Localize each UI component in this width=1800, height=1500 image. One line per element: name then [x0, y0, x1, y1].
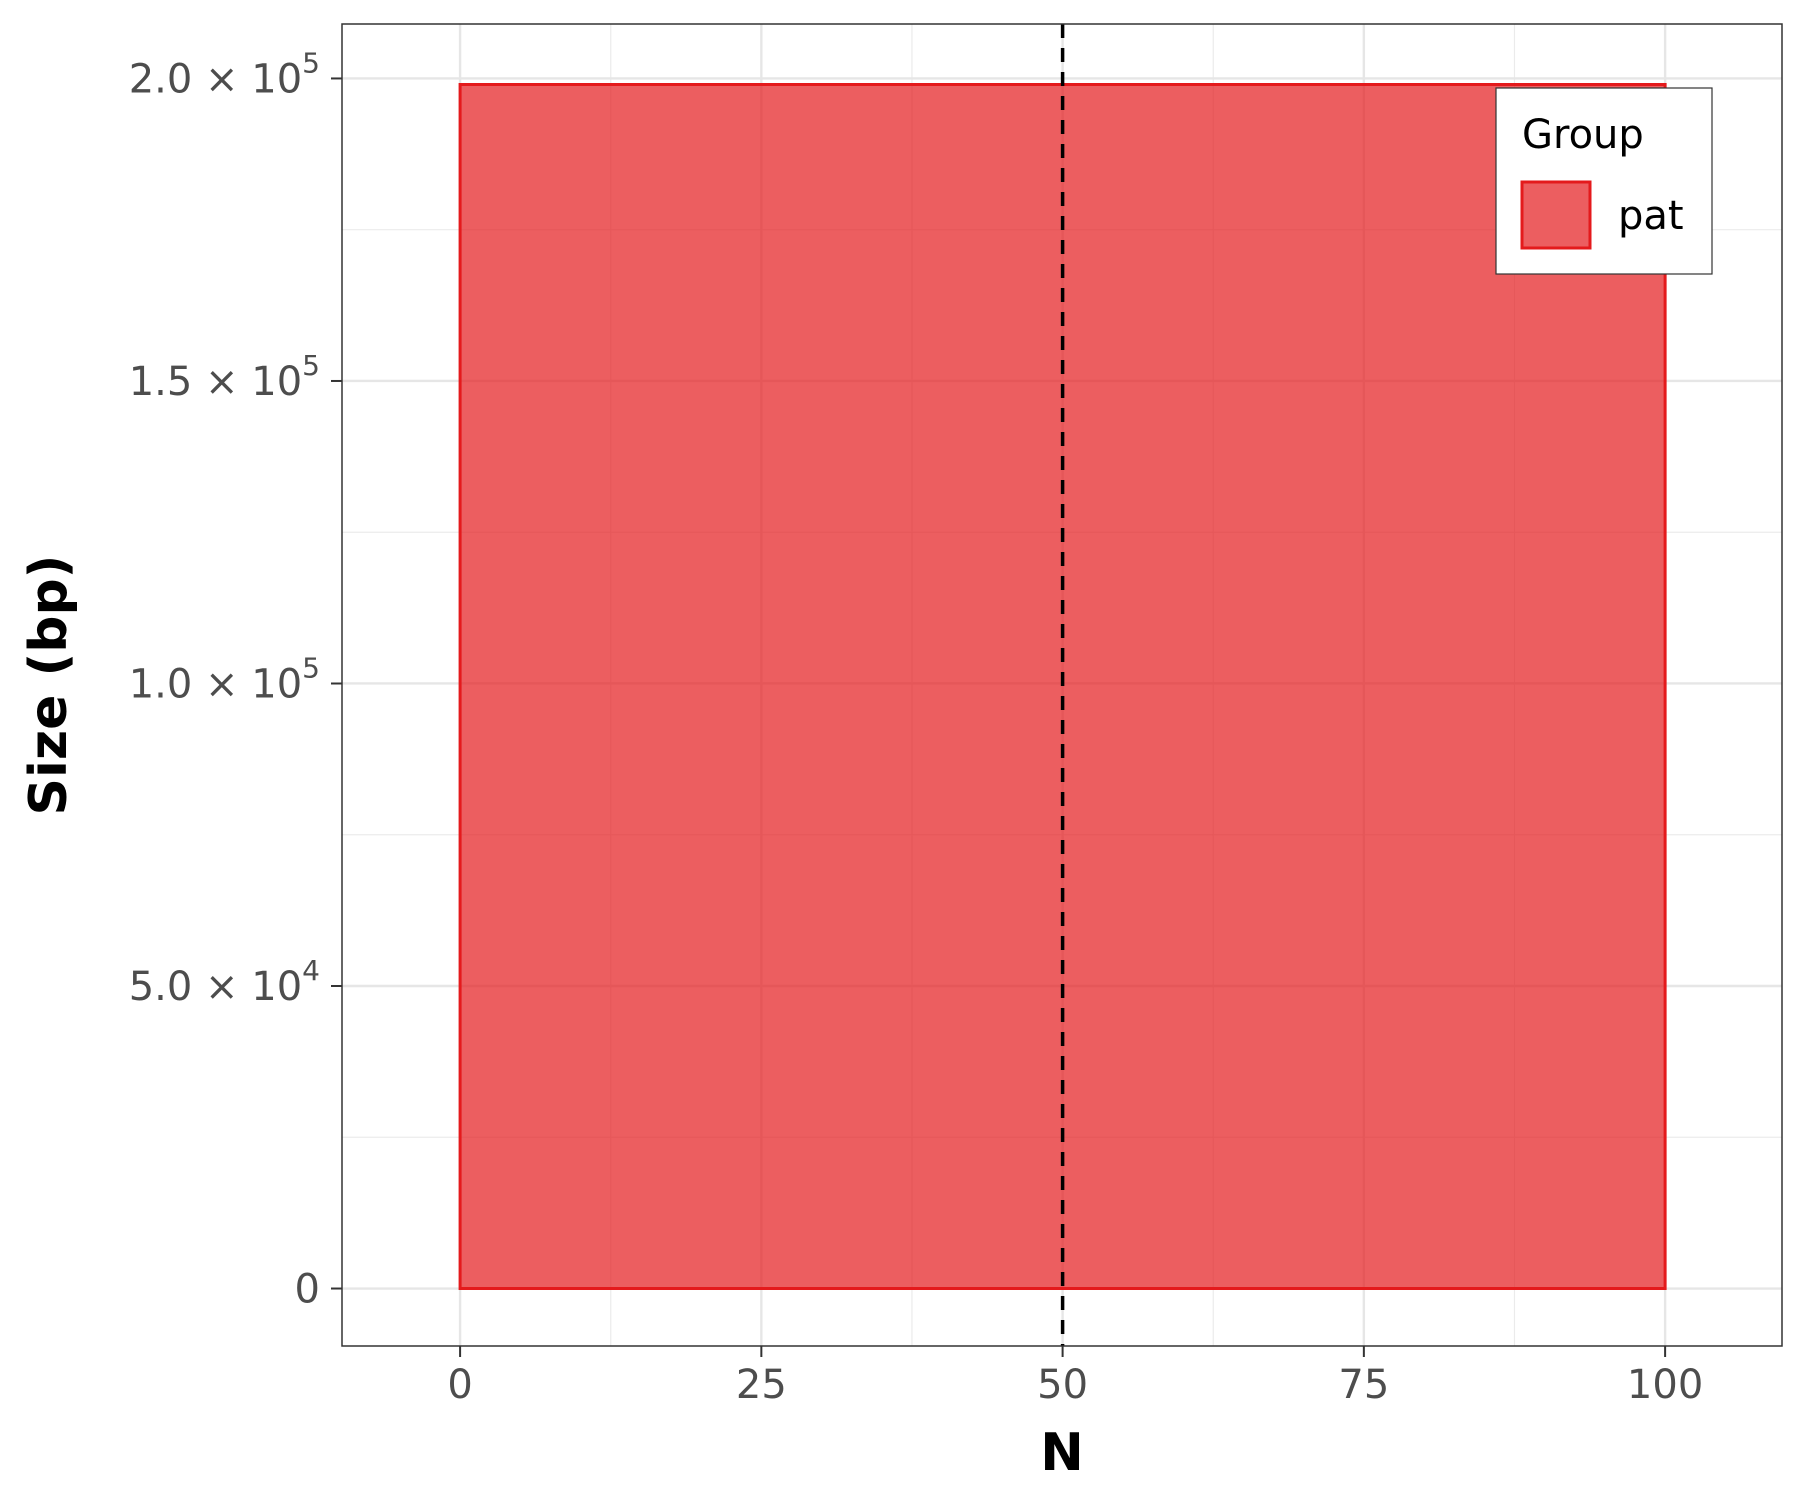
y-tick-mantissa: 1.0: [129, 661, 193, 707]
series-area-pat: [458, 83, 1667, 1291]
y-tick-exponent: 5: [302, 651, 320, 684]
x-tick-label: 75: [1338, 1362, 1389, 1408]
x-tick-label: 0: [447, 1362, 472, 1408]
y-axis-title: Size (bp): [19, 555, 79, 816]
y-tick-times: ×: [192, 661, 251, 707]
y-tick-mantissa: 2.0: [129, 56, 193, 102]
series-layer: [458, 83, 1667, 1291]
y-tick-times: ×: [192, 56, 251, 102]
x-tick-label: 100: [1627, 1362, 1703, 1408]
x-axis: 0 25 50 75 100: [447, 1346, 1703, 1408]
y-tick-times: ×: [192, 359, 251, 405]
y-tick-mantissa: 1.5: [129, 359, 193, 405]
y-tick-label: 5.0 × 104: [129, 954, 320, 1010]
y-tick-times: ×: [192, 964, 251, 1010]
x-tick-label: 25: [736, 1362, 787, 1408]
y-tick-label: 0: [295, 1267, 320, 1313]
y-tick-label: 2.0 × 105: [129, 46, 320, 102]
legend-key-pat: [1520, 180, 1592, 250]
legend-title: Group: [1522, 112, 1644, 158]
legend-label-pat: pat: [1618, 193, 1684, 239]
y-tick-label: 1.5 × 105: [129, 349, 320, 405]
y-tick-mantissa: 0: [295, 1267, 320, 1313]
y-tick-mantissa: 5.0: [129, 964, 193, 1010]
x-tick-label: 50: [1037, 1362, 1088, 1408]
y-tick-exponent: 5: [302, 46, 320, 79]
y-tick-base: 10: [251, 56, 302, 102]
y-tick-label: 1.0 × 105: [129, 651, 320, 707]
legend: Group pat: [1495, 87, 1713, 275]
y-tick-base: 10: [251, 964, 302, 1010]
y-tick-exponent: 5: [302, 349, 320, 382]
legend-entries: pat: [1520, 180, 1684, 250]
x-axis-title: N: [1040, 1423, 1084, 1483]
y-tick-base: 10: [251, 661, 302, 707]
y-tick-exponent: 4: [302, 954, 320, 987]
y-tick-base: 10: [251, 359, 302, 405]
